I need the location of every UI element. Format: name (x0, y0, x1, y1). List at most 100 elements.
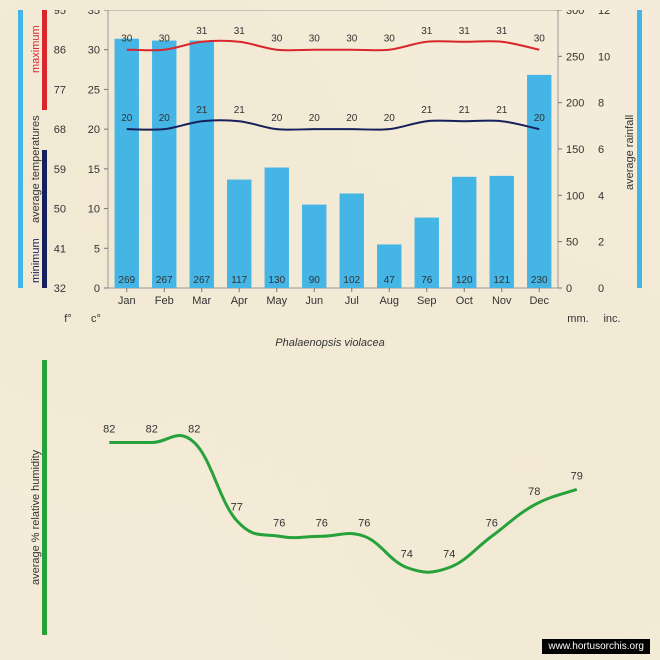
month-label: Nov (492, 295, 512, 307)
humidity-value: 77 (231, 502, 243, 514)
ytick-in: 8 (598, 98, 604, 110)
rain-value: 47 (384, 275, 396, 286)
min-temp-value: 20 (346, 113, 358, 124)
ytick-in: 2 (598, 237, 604, 249)
vlabel-minimum: minimum (30, 238, 42, 283)
rain-bar (190, 41, 214, 288)
max-temp-value: 30 (346, 34, 358, 45)
ytick-c: 0 (94, 283, 100, 295)
humidity-value: 82 (103, 424, 115, 436)
ytick-mm: 0 (566, 283, 572, 295)
max-temp-value: 31 (234, 26, 246, 37)
ytick-mm: 100 (566, 190, 584, 202)
ytick-c: 10 (88, 204, 100, 216)
rain-value: 117 (231, 275, 247, 286)
rain-bar (452, 177, 476, 288)
month-label: Jan (118, 295, 136, 307)
max-temp-value: 31 (459, 26, 471, 37)
rain-bar (227, 180, 251, 288)
min-temp-value: 20 (534, 113, 546, 124)
ytick-c: 20 (88, 124, 100, 136)
line-minimum (127, 120, 540, 130)
rain-value: 267 (156, 275, 173, 286)
rain-bar (152, 41, 176, 288)
month-label: Mar (192, 295, 211, 307)
vlabel-rainfall: average rainfall (624, 115, 636, 190)
page-root: minimum average temperatures maximum ave… (0, 0, 660, 660)
month-label: May (266, 295, 287, 307)
min-temp-value: 20 (309, 113, 321, 124)
ytick-f: 50 (54, 204, 66, 216)
top-plot-area: 3241505968778695 05101520253035 05010015… (54, 10, 611, 307)
vlabel-maximum: maximum (30, 25, 42, 73)
min-temp-value: 20 (159, 113, 171, 124)
ytick-in: 0 (598, 283, 604, 295)
ytick-in: 12 (598, 10, 610, 17)
ytick-mm: 150 (566, 144, 584, 156)
ytick-mm: 300 (566, 10, 584, 17)
ytick-f: 59 (54, 164, 66, 176)
max-temp-value: 31 (421, 26, 433, 37)
rain-bar (527, 75, 551, 288)
ytick-in: 4 (598, 190, 604, 202)
unit-in: inc. (603, 313, 620, 325)
min-temp-value: 21 (421, 105, 433, 116)
title-svg: Phalaenopsis violacea (0, 332, 660, 352)
max-temp-value: 30 (384, 34, 396, 45)
humidity-value: 74 (443, 549, 455, 561)
month-label: Feb (155, 295, 174, 307)
ytick-c: 15 (88, 164, 100, 176)
max-temp-value: 30 (271, 34, 283, 45)
ytick-f: 32 (54, 283, 66, 295)
rain-value: 120 (456, 275, 473, 286)
ytick-in: 10 (598, 51, 610, 63)
vlabel-avg-temp: average temperatures (30, 115, 42, 223)
bottom-chart: average % relative humidity 828282777676… (18, 360, 642, 640)
ytick-f: 86 (54, 45, 66, 57)
ytick-mm: 200 (566, 98, 584, 110)
ytick-in: 6 (598, 144, 604, 156)
rain-value: 102 (343, 275, 360, 286)
month-label: Aug (379, 295, 399, 307)
bottom-plot: 828282777676767474767879 (103, 424, 583, 573)
month-label: Sep (417, 295, 437, 307)
side-bar-blue-left (18, 10, 23, 288)
ytick-f: 41 (54, 243, 66, 255)
ytick-f: 95 (54, 10, 66, 17)
min-temp-value: 21 (459, 105, 471, 116)
humidity-value: 76 (316, 517, 328, 529)
ytick-mm: 250 (566, 51, 584, 63)
vlabel-humidity: average % relative humidity (30, 449, 42, 585)
side-bar-green (42, 360, 47, 635)
rain-value: 230 (531, 275, 548, 286)
side-bar-blue-right (637, 10, 642, 288)
rain-bar (490, 176, 514, 288)
month-label: Jun (305, 295, 323, 307)
min-temp-value: 21 (496, 105, 508, 116)
min-temp-value: 20 (121, 113, 133, 124)
unit-mm: mm. (567, 313, 588, 325)
min-temp-value: 20 (384, 113, 396, 124)
ytick-c: 35 (88, 10, 100, 17)
min-temp-value: 21 (234, 105, 246, 116)
max-temp-value: 30 (309, 34, 321, 45)
rain-value: 90 (309, 275, 321, 286)
max-temp-value: 30 (121, 34, 133, 45)
ytick-c: 30 (88, 45, 100, 57)
month-label: Apr (231, 295, 248, 307)
humidity-value: 82 (188, 424, 200, 436)
rain-value: 76 (421, 275, 433, 286)
rain-bar (340, 193, 364, 288)
ytick-mm: 50 (566, 237, 578, 249)
humidity-value: 82 (146, 424, 158, 436)
max-temp-value: 31 (196, 26, 208, 37)
unit-c: c° (91, 313, 101, 325)
rain-value: 121 (493, 275, 510, 286)
rain-value: 269 (118, 275, 135, 286)
ytick-f: 68 (54, 124, 66, 136)
max-temp-value: 30 (534, 34, 546, 45)
month-label: Oct (456, 295, 473, 307)
bottom-chart-svg: average % relative humidity 828282777676… (18, 360, 642, 640)
rain-bar (115, 39, 139, 288)
ytick-c: 5 (94, 243, 100, 255)
